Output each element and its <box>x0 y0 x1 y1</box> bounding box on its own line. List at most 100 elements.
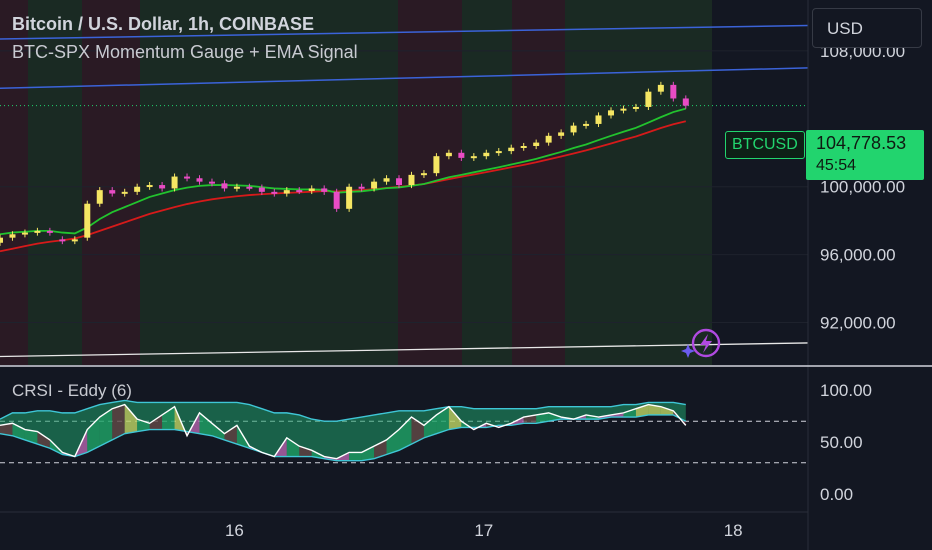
crsi-segment <box>386 429 400 455</box>
crsi-segment <box>224 425 237 445</box>
crsi-segment <box>211 423 225 440</box>
candle-body <box>533 142 540 146</box>
crsi-segment <box>536 412 549 424</box>
channel-upper-line <box>0 24 809 40</box>
price-tick-label: 92,000.00 <box>820 314 896 333</box>
candle-body <box>595 115 602 124</box>
currency-label: USD <box>827 19 863 38</box>
candle-body <box>682 98 689 106</box>
last-price-badge: 104,778.53 45:54 <box>806 130 924 180</box>
crsi-segment <box>423 414 437 438</box>
crsi-segment <box>286 437 300 457</box>
oscillator-title[interactable]: CRSI - Eddy (6) <box>12 381 132 400</box>
crsi-segment <box>137 419 150 432</box>
time-tick-label: 18 <box>724 521 743 540</box>
currency-button[interactable]: USD <box>812 8 922 48</box>
crsi-segment <box>37 431 50 449</box>
crsi-segment <box>112 404 125 440</box>
candle-body <box>146 185 153 188</box>
crsi-segment <box>448 406 462 430</box>
envelope-upper <box>0 399 686 422</box>
session-band <box>565 0 712 365</box>
candle-body <box>657 84 664 92</box>
candle-body <box>71 239 78 242</box>
crsi-segment <box>149 414 163 430</box>
candle-body <box>470 156 477 159</box>
crsi-oscillator <box>0 399 808 464</box>
candle-body <box>495 151 502 154</box>
candle-body <box>558 132 565 136</box>
candle-body <box>445 152 452 157</box>
trend-channels[interactable] <box>0 24 809 358</box>
candle-body <box>46 230 53 233</box>
candle-body <box>258 187 265 192</box>
candle-body <box>246 186 253 189</box>
candle-body <box>171 176 178 189</box>
candle-body <box>159 185 166 189</box>
candle-body <box>59 239 66 242</box>
candle-body <box>271 191 278 194</box>
session-band <box>512 0 565 365</box>
candle-body <box>109 190 116 194</box>
crsi-segment <box>299 446 312 457</box>
ticker-tag: BTCUSD <box>725 131 805 159</box>
candle-body <box>21 232 28 235</box>
osc-tick-label: 50.00 <box>820 433 863 452</box>
crsi-segment <box>374 439 387 459</box>
bar-countdown: 45:54 <box>816 157 857 174</box>
price-tick-label: 100,000.00 <box>820 178 905 197</box>
candle-body <box>96 190 103 204</box>
price-tick-label: 96,000.00 <box>820 246 896 265</box>
session-band <box>0 0 28 365</box>
candle-body <box>0 237 3 243</box>
channel-mid-line <box>0 67 809 90</box>
crsi-segment <box>399 417 412 451</box>
candle-body <box>321 188 328 192</box>
osc-tick-label: 0.00 <box>820 485 853 504</box>
indicator-title[interactable]: BTC-SPX Momentum Gauge + EMA Signal <box>12 42 358 62</box>
candle-body <box>645 91 652 107</box>
candle-body <box>9 234 16 238</box>
crsi-segment <box>635 404 649 418</box>
crsi-segment <box>349 452 362 461</box>
ema-fast-line <box>0 107 687 236</box>
candle-body <box>570 125 577 133</box>
crsi-segment <box>648 404 661 415</box>
crsi-segment <box>0 423 13 436</box>
candle-body <box>670 84 677 99</box>
session-band <box>140 0 398 365</box>
crsi-line <box>0 403 687 460</box>
ema-slow-line <box>0 120 687 253</box>
support-line <box>0 342 809 358</box>
candle-body <box>184 176 191 179</box>
symbol-title[interactable]: Bitcoin / U.S. Dollar, 1h, COINBASE <box>12 14 315 34</box>
sparkle-bolt-icon[interactable] <box>680 326 722 360</box>
time-tick-label: 17 <box>474 521 493 540</box>
candle-body <box>346 186 353 209</box>
candle-body <box>283 190 290 194</box>
crsi-segment <box>87 417 100 453</box>
crsi-segment <box>99 408 113 447</box>
candle-body <box>396 178 403 186</box>
candle-body <box>196 178 203 182</box>
candle-body <box>483 152 490 157</box>
crsi-segment <box>12 423 25 440</box>
candle-body <box>121 191 128 194</box>
crsi-segment <box>162 406 175 430</box>
candle-body <box>632 106 639 109</box>
candle-body <box>408 174 415 186</box>
candle-body <box>433 156 440 174</box>
candle-body <box>383 178 390 182</box>
candlestick-series <box>0 81 689 246</box>
candle-body <box>458 152 465 158</box>
candle-body <box>607 110 614 116</box>
candle-body <box>545 135 552 143</box>
time-tick-label: 16 <box>225 521 244 540</box>
session-band <box>462 0 512 365</box>
candle-body <box>308 188 315 191</box>
osc-tick-label: 100.00 <box>820 381 872 400</box>
crsi-segment <box>660 406 674 415</box>
candle-body <box>520 146 527 148</box>
candle-body <box>508 147 515 152</box>
